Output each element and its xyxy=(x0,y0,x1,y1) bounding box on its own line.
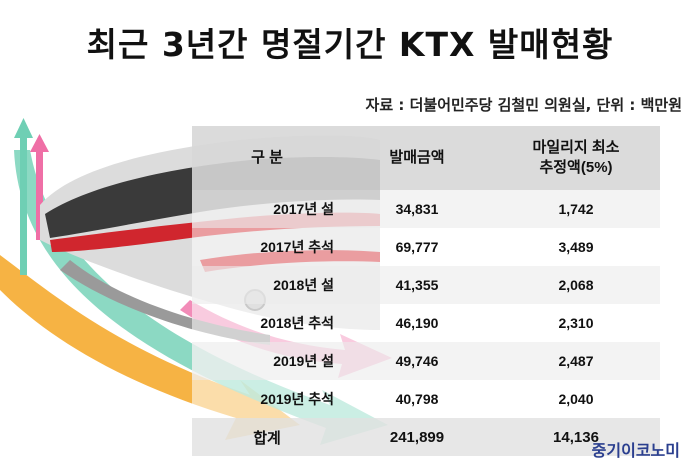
total-row: 합계 241,899 14,136 xyxy=(192,418,660,456)
total-label: 합계 xyxy=(192,418,342,456)
table-row: 2017년 추석 69,777 3,489 xyxy=(192,228,660,266)
row-label: 2018년 설 xyxy=(273,277,334,293)
row-sales: 49,746 xyxy=(342,342,492,380)
header-sales: 발매금액 xyxy=(342,126,492,190)
row-sales: 46,190 xyxy=(342,304,492,342)
table-row: 2017년 설 34,831 1,742 xyxy=(192,190,660,228)
table-row: 2019년 추석 40,798 2,040 xyxy=(192,380,660,418)
row-mileage: 1,742 xyxy=(492,190,660,228)
publisher-logo: 중기이코노미 xyxy=(591,441,680,460)
row-mileage: 2,487 xyxy=(492,342,660,380)
row-mileage: 2,068 xyxy=(492,266,660,304)
header-category: 구 분 xyxy=(192,126,342,190)
row-label: 2019년 설 xyxy=(273,353,334,369)
ktx-sales-table: 구 분 발매금액 마일리지 최소 추정액(5%) 2017년 설 34,831 … xyxy=(192,126,660,456)
header-mileage-line1: 마일리지 최소 xyxy=(532,139,620,156)
total-sales: 241,899 xyxy=(342,418,492,456)
header-mileage: 마일리지 최소 추정액(5%) xyxy=(492,126,660,190)
teal-up-arrow-shaft xyxy=(20,135,27,275)
row-label: 2017년 설 xyxy=(273,201,334,217)
table-row: 2018년 설 41,355 2,068 xyxy=(192,266,660,304)
teal-up-arrow-head xyxy=(14,118,33,138)
pink-up-arrow-shaft xyxy=(36,150,43,240)
row-label: 2019년 추석 xyxy=(260,391,334,407)
row-sales: 34,831 xyxy=(342,190,492,228)
header-mileage-line2: 추정액(5%) xyxy=(539,159,613,176)
row-label: 2018년 추석 xyxy=(260,315,334,331)
page-title: 최근 3년간 명절기간 KTX 발매현황 xyxy=(86,25,614,64)
row-mileage: 2,310 xyxy=(492,304,660,342)
row-mileage: 3,489 xyxy=(492,228,660,266)
table-row: 2018년 추석 46,190 2,310 xyxy=(192,304,660,342)
pink-up-arrow-head xyxy=(30,134,49,152)
row-sales: 41,355 xyxy=(342,266,492,304)
row-sales: 69,777 xyxy=(342,228,492,266)
row-mileage: 2,040 xyxy=(492,380,660,418)
row-label: 2017년 추석 xyxy=(260,239,334,255)
total-mileage: 14,136 xyxy=(492,418,660,456)
row-sales: 40,798 xyxy=(342,380,492,418)
table-row: 2019년 설 49,746 2,487 xyxy=(192,342,660,380)
table-header-row: 구 분 발매금액 마일리지 최소 추정액(5%) xyxy=(192,126,660,190)
source-note: 자료 : 더불어민주당 김철민 의원실, 단위 : 백만원 xyxy=(365,96,682,114)
